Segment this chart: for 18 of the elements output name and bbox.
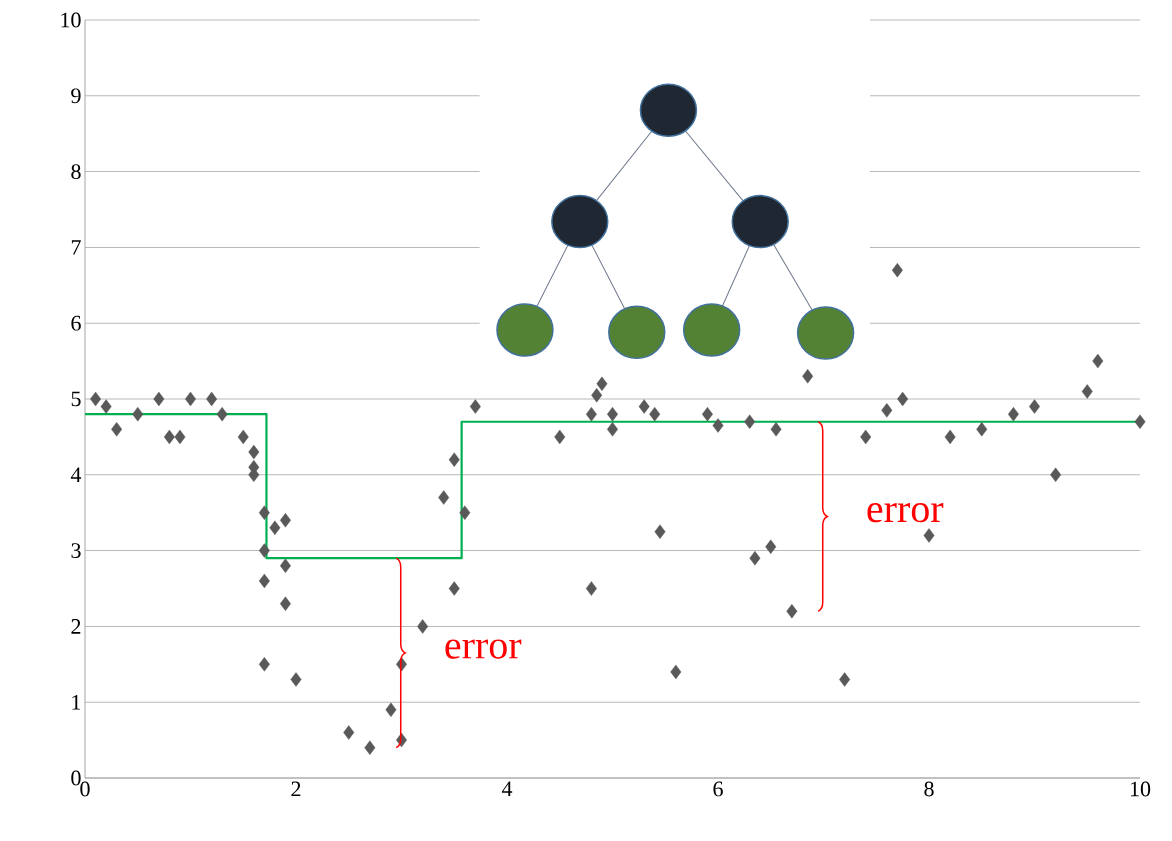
x-tick-label: 8 (924, 781, 934, 797)
x-tick-label: 4 (501, 781, 513, 797)
y-tick-label: 4 (70, 467, 82, 483)
y-tick-label: 3 (71, 543, 81, 558)
x-tick-label: 6 (713, 781, 723, 797)
y-tick-label: 7 (71, 240, 81, 255)
y-tick-label: 10 (61, 12, 81, 28)
y-tick-label: 2 (71, 619, 81, 634)
x-tick-label: 10 (1130, 781, 1151, 797)
x-tick-label: 2 (291, 781, 301, 797)
y-tick-label: 9 (71, 88, 81, 104)
y-tick-label: 6 (71, 315, 81, 331)
annotation: error (867, 503, 944, 523)
y-tick-label: 5 (71, 391, 81, 407)
y-tick-label: 8 (71, 164, 81, 180)
y-tick-label: 1 (72, 694, 81, 710)
y-tick-label: 0 (71, 770, 81, 786)
annotation: error (445, 639, 522, 659)
